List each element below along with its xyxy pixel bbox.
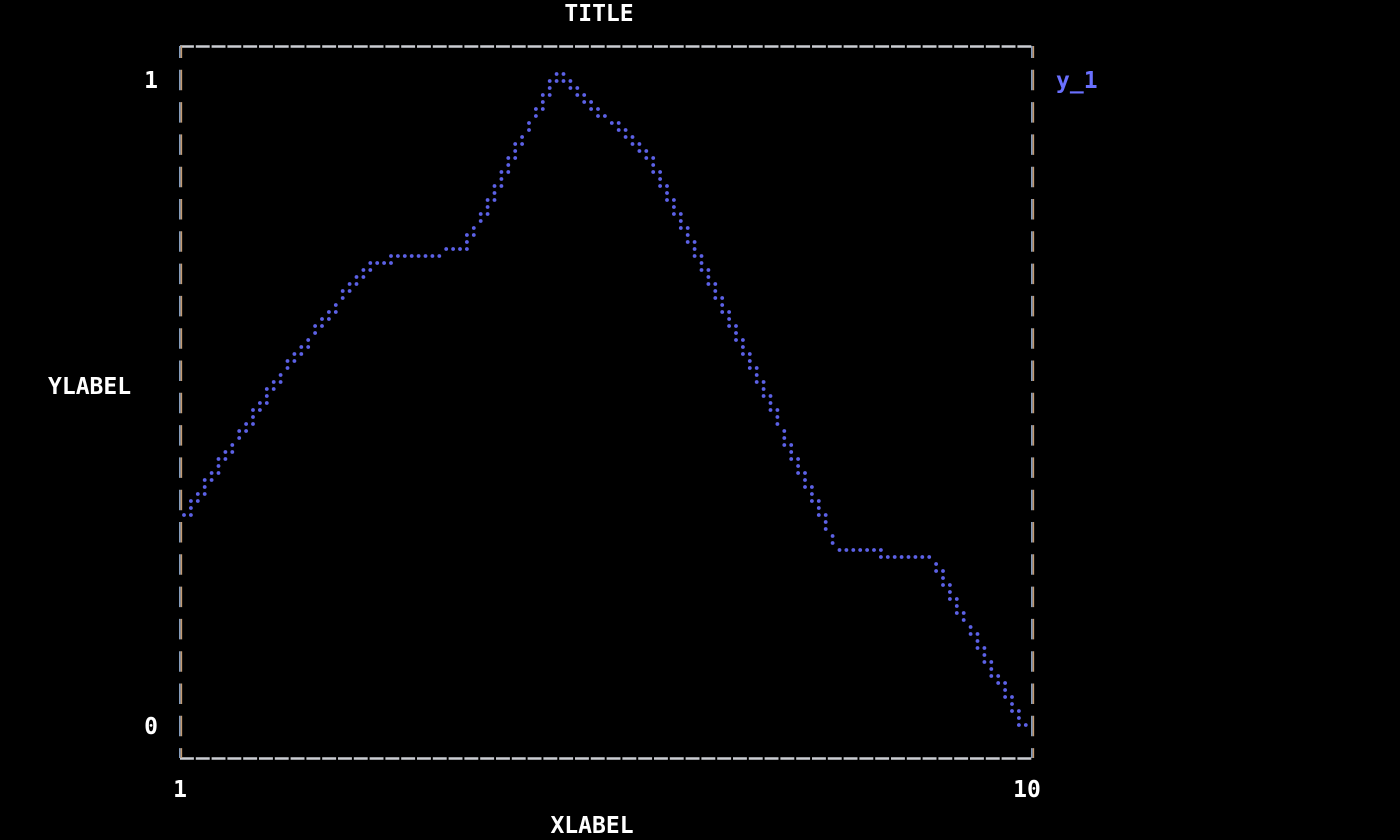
- legend-series-label: y_1: [1056, 68, 1098, 94]
- x-axis-label: XLABEL: [550, 813, 634, 839]
- x-tick-max: 10: [1013, 777, 1041, 803]
- y-axis-label: YLABEL: [48, 374, 132, 400]
- line-series-y1: [182, 72, 1028, 727]
- y-tick-max: 1: [144, 68, 158, 94]
- y-tick-min: 0: [144, 714, 158, 740]
- plot-title: TITLE: [564, 1, 634, 27]
- x-tick-min: 1: [173, 777, 187, 803]
- plot-border-left: [179, 46, 183, 758]
- plot-border-right: [1031, 46, 1035, 758]
